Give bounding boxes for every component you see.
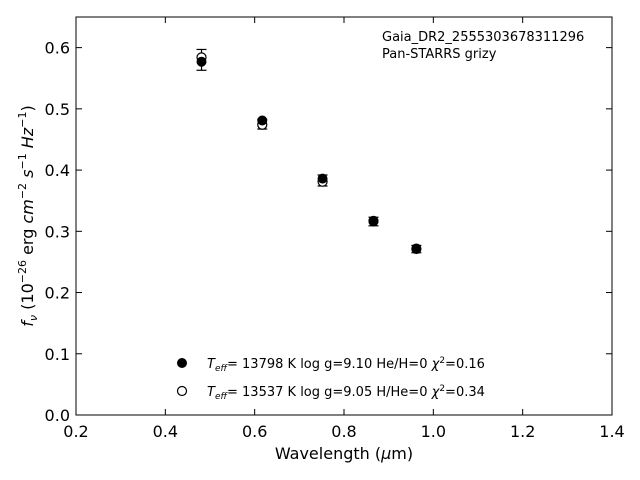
legend-entry-1: Teff= 13798 K log g=9.10 He/H=0 χ2=0.16 — [207, 356, 485, 374]
y-tick-label: 0.3 — [45, 222, 70, 241]
legend-chi-2: =0.34 — [445, 385, 485, 400]
y-tick-label: 0.2 — [45, 284, 70, 303]
survey-annotation: Pan-STARRS grizy — [382, 47, 497, 62]
y-tick-label: 0.6 — [45, 39, 70, 58]
legend-logg-2: log g=9.05 — [300, 385, 372, 400]
x-tick-label: 0.6 — [242, 422, 267, 441]
x-tick-label: 1.0 — [421, 422, 446, 441]
x-tick-label: 0.4 — [153, 422, 178, 441]
legend-comp-1: He/H=0 — [376, 357, 427, 372]
legend: Teff= 13798 K log g=9.10 He/H=0 χ2=0.16 … — [176, 356, 485, 402]
legend-entry-2: Teff= 13537 K log g=9.05 H/He=0 χ2=0.34 — [207, 384, 485, 402]
y-axis-label: fν (10−26 erg cm−2 s−1 Hz−1) — [16, 105, 40, 326]
x-axis-label: Wavelength (μm) — [275, 444, 413, 463]
legend-logg-1: log g=9.10 — [300, 357, 372, 372]
source-annotation: Gaia_DR2_2555303678311296 — [382, 30, 584, 45]
legend-teff-2: = 13537 K — [227, 385, 297, 400]
filled-point — [257, 115, 268, 126]
y-tick-label: 0.5 — [45, 100, 70, 119]
y-tick-label: 0.4 — [45, 161, 70, 180]
plot-area — [75, 16, 613, 416]
legend-comp-2: H/He=0 — [376, 385, 427, 400]
filled-point — [368, 216, 379, 227]
legend-chi-1: =0.16 — [445, 357, 485, 372]
filled-point — [317, 173, 328, 184]
legend-marker-filled — [177, 358, 187, 368]
y-tick-label: 0.1 — [45, 345, 70, 364]
legend-marker-open — [176, 385, 188, 397]
filled-point — [411, 243, 422, 254]
filled-point — [196, 56, 207, 67]
legend-teff-1: = 13798 K — [227, 357, 297, 372]
x-tick-label: 0.2 — [63, 422, 88, 441]
x-tick-label: 1.2 — [510, 422, 535, 441]
x-tick-label: 1.4 — [599, 422, 624, 441]
y-tick-label: 0.0 — [45, 406, 70, 425]
x-tick-label: 0.8 — [331, 422, 356, 441]
